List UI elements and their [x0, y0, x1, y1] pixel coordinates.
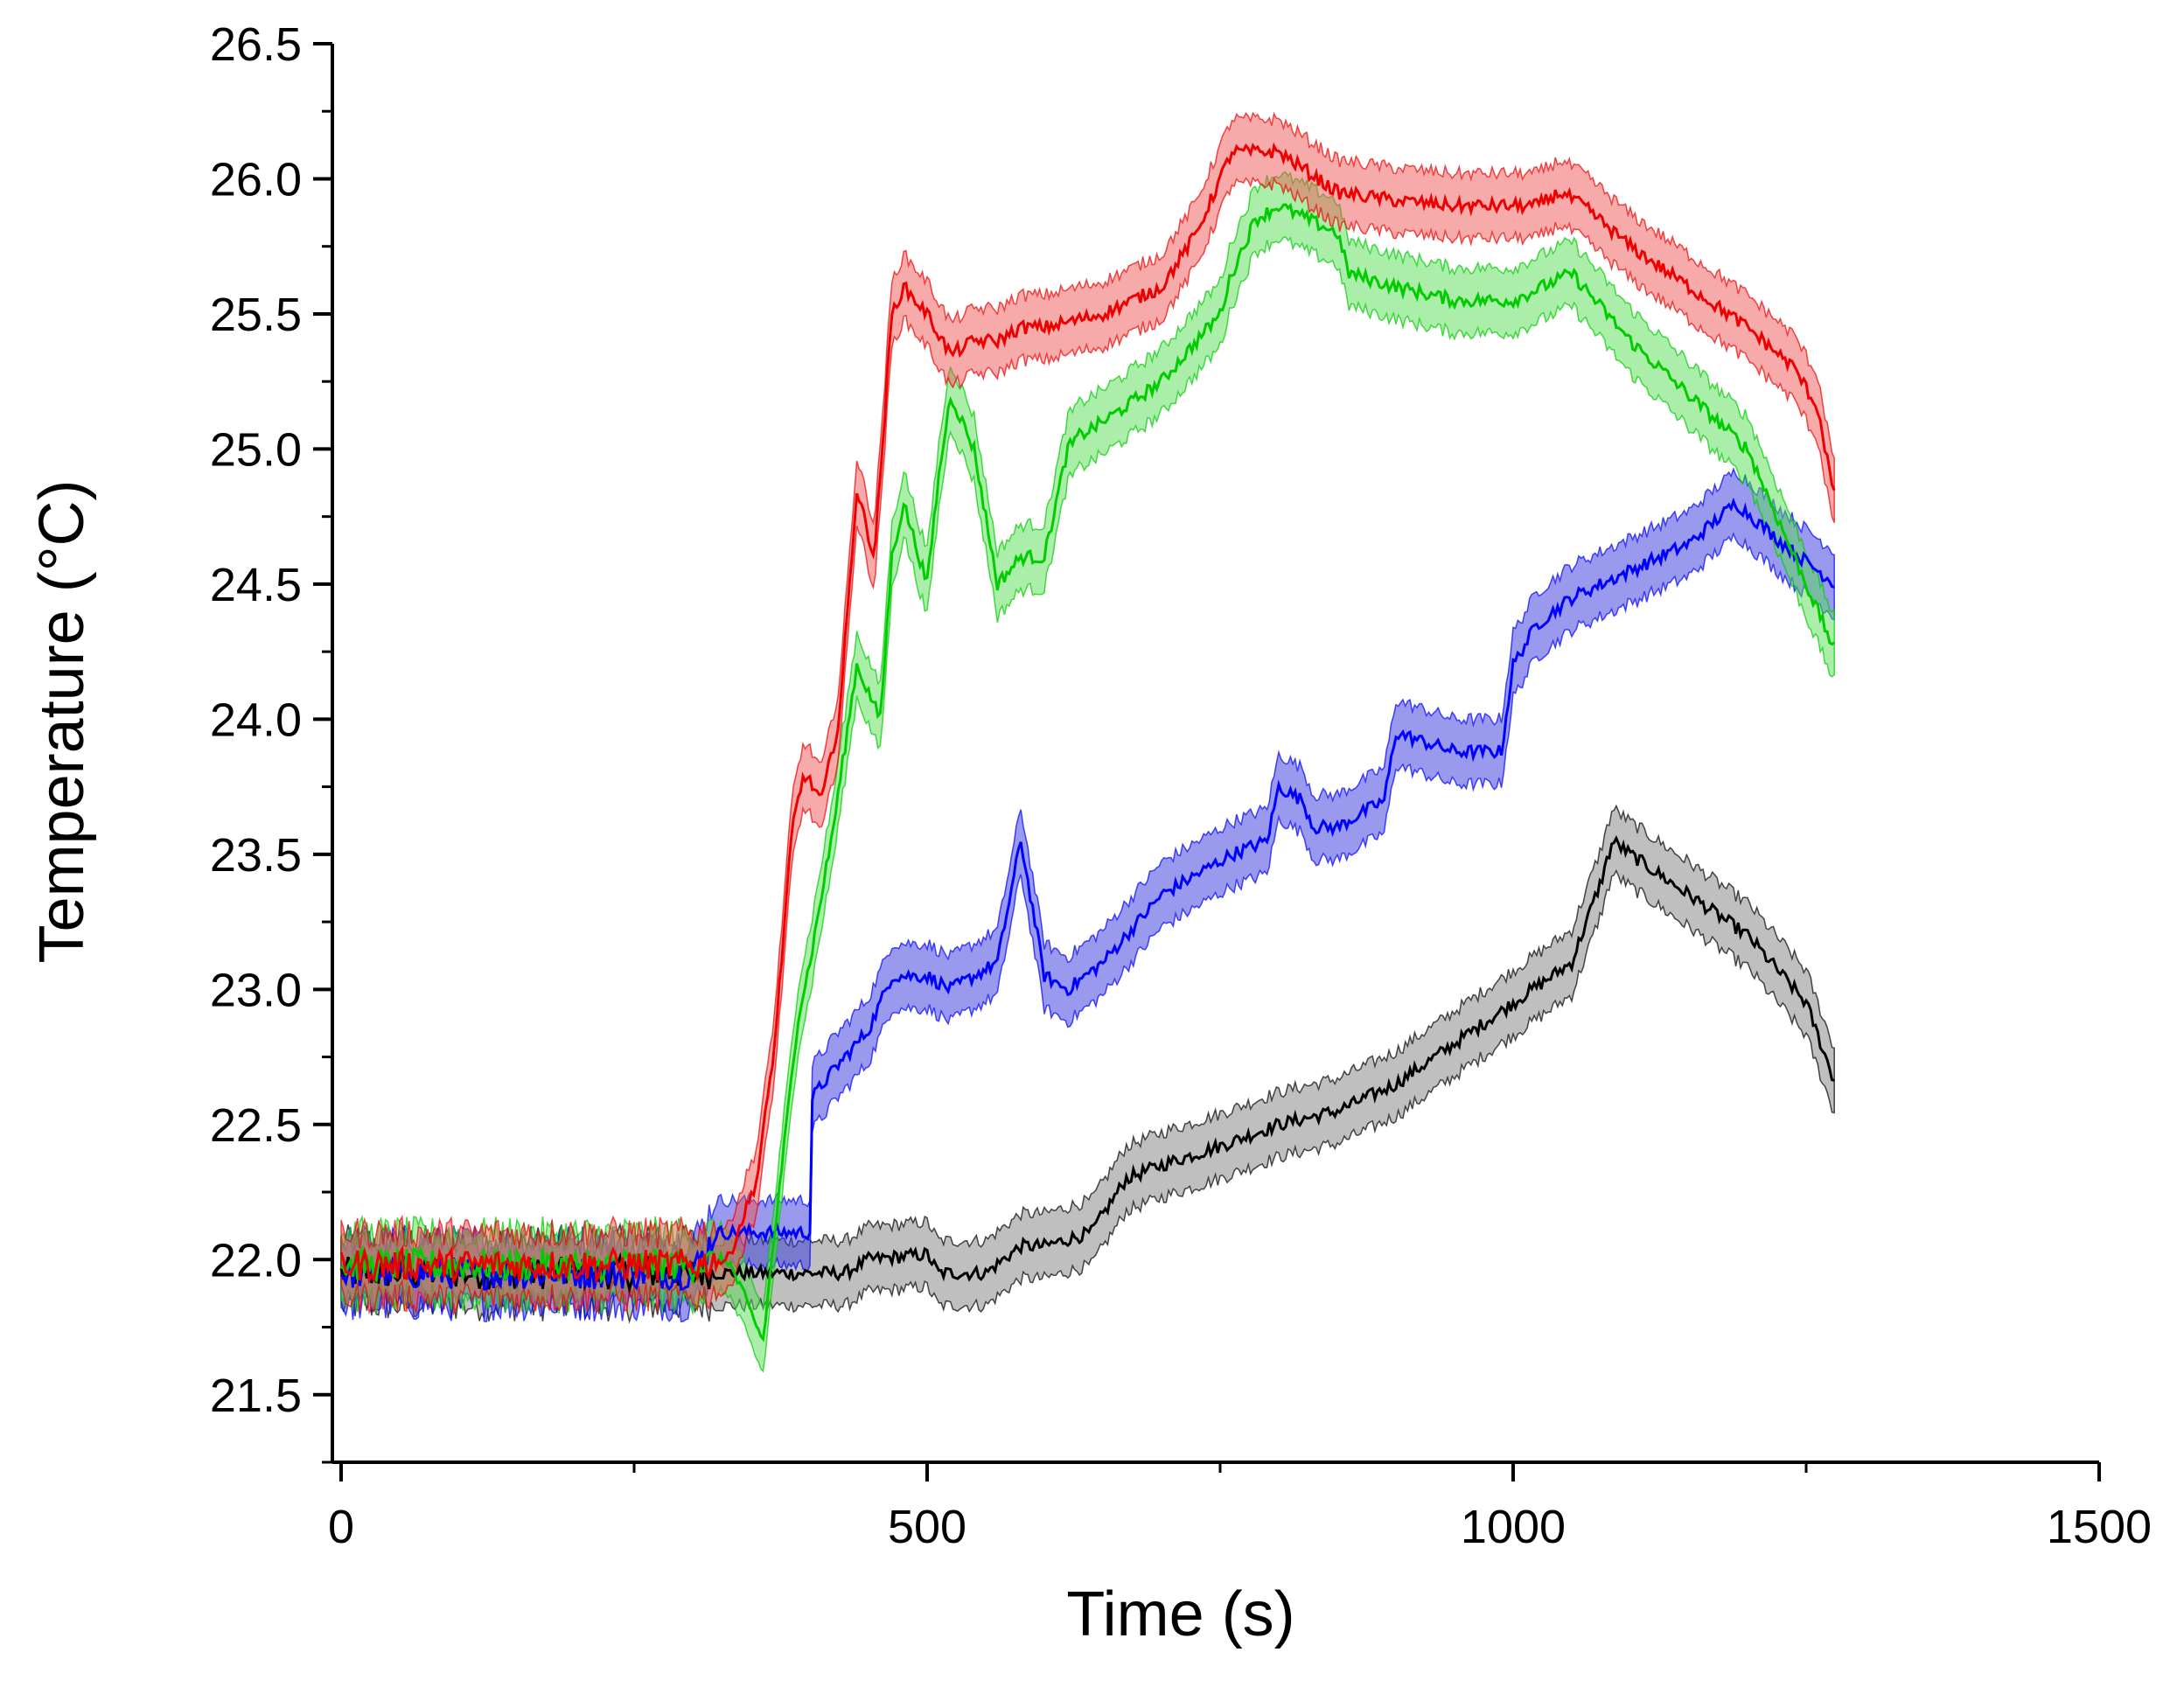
- y-tick-label: 25.0: [210, 423, 302, 476]
- ticks: 0 500 1000 1500 21.5 22.0 22.5 23.0 23.5 24.0 24.5…: [210, 18, 2152, 1553]
- y-tick-label: 23.0: [210, 964, 302, 1016]
- y-tick-label: 22.0: [210, 1234, 302, 1286]
- series-line-blue: [339, 497, 1835, 1292]
- y-tick-label: 24.0: [210, 694, 302, 746]
- band-red: [340, 111, 1835, 1316]
- band-blue: [340, 467, 1835, 1323]
- y-tick-label: 23.5: [210, 829, 302, 882]
- x-axis-title: Time (s): [1066, 1579, 1294, 1649]
- axes: [331, 44, 2099, 1464]
- band-green: [340, 171, 1835, 1373]
- error-bands: [340, 111, 1835, 1373]
- x-tick-label: 1500: [2047, 1501, 2152, 1553]
- y-tick-label: 26.0: [210, 153, 302, 206]
- y-tick-label: 26.5: [210, 18, 302, 71]
- x-tick-label: 1000: [1461, 1501, 1566, 1553]
- y-tick-label: 24.5: [210, 559, 302, 611]
- series-lines: [339, 142, 1836, 1342]
- series-line-green: [339, 202, 1836, 1342]
- y-tick-label: 21.5: [210, 1370, 302, 1422]
- x-tick-label: 0: [328, 1501, 354, 1553]
- y-tick-label: 22.5: [210, 1099, 302, 1152]
- x-tick-label: 500: [888, 1501, 966, 1553]
- y-axis-title: Temperature (°C): [27, 480, 97, 964]
- y-tick-label: 25.5: [210, 289, 302, 341]
- series-line-red: [339, 142, 1836, 1286]
